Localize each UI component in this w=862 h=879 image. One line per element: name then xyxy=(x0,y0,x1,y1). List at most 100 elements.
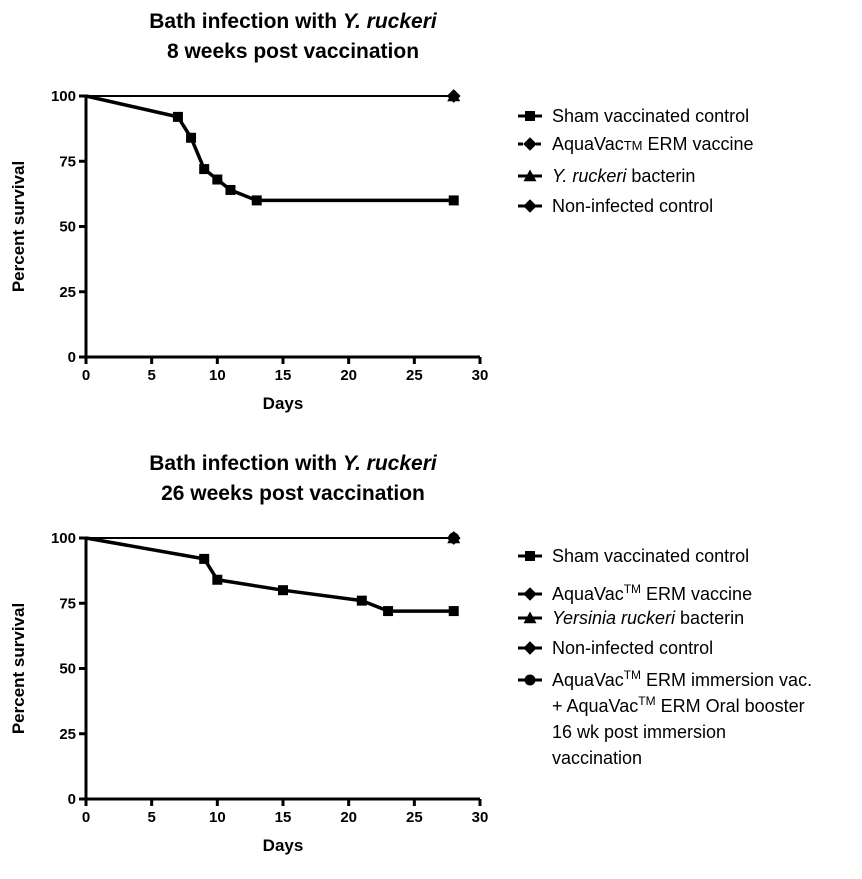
data-point xyxy=(212,574,223,585)
legend-label: Non-infected control xyxy=(552,638,713,658)
y-axis-label: Percent survival xyxy=(9,603,28,734)
y-tick-label: 100 xyxy=(51,88,76,105)
chart-title: Bath infection with Y. ruckeri xyxy=(149,452,438,475)
legend-label: Yersinia ruckeri bacterin xyxy=(552,608,744,628)
data-point xyxy=(383,606,394,617)
chart-panel-26-weeks: Bath infection with Y. ruckeri 26 weeks p… xyxy=(0,442,862,874)
legend-marker xyxy=(523,587,537,601)
legend-marker xyxy=(524,674,536,686)
x-tick-label: 5 xyxy=(147,367,155,384)
legend-label-part: AquaVac xyxy=(552,584,624,604)
x-tick-label: 30 xyxy=(472,809,489,826)
y-tick-label: 50 xyxy=(59,219,76,236)
x-tick-label: 15 xyxy=(275,809,292,826)
x-tick-label: 15 xyxy=(275,367,292,384)
data-point xyxy=(251,195,262,206)
legend-marker xyxy=(523,611,537,624)
legend-marker xyxy=(525,551,535,561)
legend-label-part: 16 wk post immersion xyxy=(552,722,726,742)
legend-label-part: TM xyxy=(624,582,641,596)
legend-label-part: Yersinia ruckeri xyxy=(552,608,676,628)
chart-title-organism: Y. ruckeri xyxy=(343,452,438,475)
legend-label-part: Sham vaccinated control xyxy=(552,106,749,126)
y-tick-label: 0 xyxy=(68,791,76,808)
legend-label-part: ERM Oral booster xyxy=(656,696,805,716)
data-point xyxy=(172,111,183,122)
x-tick-label: 25 xyxy=(406,809,423,826)
y-tick-label: 0 xyxy=(68,349,76,366)
legend-label: AquaVacTM ERM vaccine xyxy=(552,582,752,604)
data-point xyxy=(212,174,223,185)
legend-label-part: AquaVac xyxy=(552,670,624,690)
y-tick-label: 75 xyxy=(59,153,76,170)
legend-label-part: Non-infected control xyxy=(552,638,713,658)
legend-label-part: + AquaVac xyxy=(552,696,638,716)
data-point xyxy=(186,132,197,143)
x-tick-label: 5 xyxy=(147,809,155,826)
legend-marker xyxy=(525,111,535,121)
x-tick-label: 0 xyxy=(82,367,90,384)
legend-label: vaccination xyxy=(552,748,642,768)
chart-subtitle: 8 weeks post vaccination xyxy=(167,40,419,63)
legend-label: AquaVacTM ERM vaccine xyxy=(552,134,754,154)
y-tick-label: 75 xyxy=(59,595,76,612)
x-tick-label: 10 xyxy=(209,367,226,384)
legend-label-part: ERM immersion vac. xyxy=(641,670,812,690)
legend-label: Non-infected control xyxy=(552,196,713,216)
chart-title: Bath infection with Y. ruckeri xyxy=(149,10,438,33)
x-tick-label: 20 xyxy=(340,367,357,384)
x-tick-label: 10 xyxy=(209,809,226,826)
y-tick-label: 25 xyxy=(59,284,76,301)
legend-marker xyxy=(523,641,537,655)
legend-label-part: AquaVac xyxy=(552,134,624,154)
data-point xyxy=(448,532,460,544)
x-tick-label: 30 xyxy=(472,367,489,384)
legend-label: Y. ruckeri bacterin xyxy=(552,166,695,186)
x-axis-label: Days xyxy=(263,394,304,413)
chart-subtitle: 26 weeks post vaccination xyxy=(161,482,425,505)
legend-label: 16 wk post immersion xyxy=(552,722,726,742)
legend-marker xyxy=(523,137,537,151)
chart-title-text: Bath infection with xyxy=(149,452,343,475)
series-line xyxy=(85,94,454,203)
legend-label: Sham vaccinated control xyxy=(552,106,749,126)
data-point xyxy=(448,606,459,617)
legend-label: + AquaVacTM ERM Oral booster xyxy=(552,694,805,716)
legend-label-part: bacterin xyxy=(626,166,695,186)
x-tick-label: 0 xyxy=(82,809,90,826)
legend-label-part: Y. ruckeri xyxy=(552,166,627,186)
legend-label-part: TM xyxy=(624,138,643,153)
y-tick-label: 50 xyxy=(59,661,76,678)
chart-panel-8-weeks: Bath infection with Y. ruckeri 8 weeks po… xyxy=(0,0,862,432)
legend-marker xyxy=(523,199,537,213)
data-point xyxy=(199,164,210,175)
series-line xyxy=(85,536,454,613)
legend-label-part: ERM vaccine xyxy=(641,584,752,604)
legend-label: AquaVacTM ERM immersion vac. xyxy=(552,668,812,690)
legend-label-part: vaccination xyxy=(552,748,642,768)
survival-chart-26-weeks: Bath infection with Y. ruckeri 26 weeks p… xyxy=(9,452,812,855)
y-axis-label: Percent survival xyxy=(9,161,28,292)
x-tick-label: 25 xyxy=(406,367,423,384)
survival-chart-8-weeks: Bath infection with Y. ruckeri 8 weeks po… xyxy=(9,10,754,413)
chart-title-organism: Y. ruckeri xyxy=(343,10,438,33)
legend-label-part: bacterin xyxy=(675,608,744,628)
legend-label: Sham vaccinated control xyxy=(552,546,749,566)
legend-label-part: TM xyxy=(638,694,655,708)
legend-marker xyxy=(523,169,537,182)
data-point xyxy=(225,184,236,195)
data-point xyxy=(356,595,367,606)
x-tick-label: 20 xyxy=(340,809,357,826)
chart-title-text: Bath infection with xyxy=(149,10,343,33)
y-tick-label: 100 xyxy=(51,530,76,547)
data-point xyxy=(199,553,210,564)
y-tick-label: 25 xyxy=(59,726,76,743)
legend-label-part: ERM vaccine xyxy=(643,134,754,154)
legend-label-part: TM xyxy=(624,668,641,682)
data-point xyxy=(446,89,461,103)
data-point xyxy=(448,195,459,206)
x-axis-label: Days xyxy=(263,836,304,855)
legend-label-part: Non-infected control xyxy=(552,196,713,216)
data-point xyxy=(278,585,288,596)
legend-label-part: Sham vaccinated control xyxy=(552,546,749,566)
